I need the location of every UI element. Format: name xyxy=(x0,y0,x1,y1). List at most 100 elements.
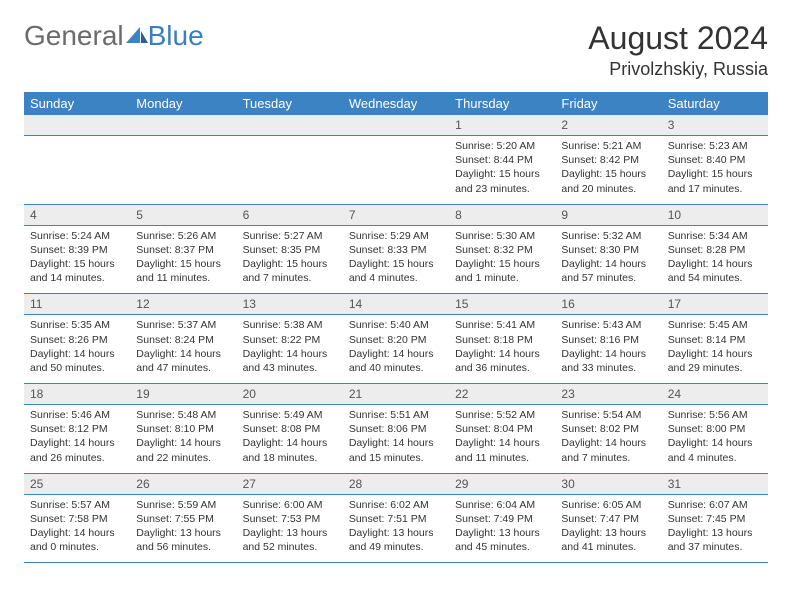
daylight-line: Daylight: 15 hours and 20 minutes. xyxy=(561,167,655,195)
sunrise-line: Sunrise: 5:38 AM xyxy=(243,318,337,332)
day-info-row: Sunrise: 5:24 AMSunset: 8:39 PMDaylight:… xyxy=(24,225,768,294)
sunrise-line: Sunrise: 5:48 AM xyxy=(136,408,230,422)
day-info-cell: Sunrise: 6:02 AMSunset: 7:51 PMDaylight:… xyxy=(343,494,449,563)
day-number-cell: 10 xyxy=(662,204,768,225)
day-info-cell: Sunrise: 5:48 AMSunset: 8:10 PMDaylight:… xyxy=(130,405,236,474)
sunset-line: Sunset: 8:40 PM xyxy=(668,153,762,167)
daylight-line: Daylight: 14 hours and 26 minutes. xyxy=(30,436,124,464)
day-number-cell: 8 xyxy=(449,204,555,225)
day-number-cell: 24 xyxy=(662,384,768,405)
sunset-line: Sunset: 8:22 PM xyxy=(243,333,337,347)
day-number-cell xyxy=(130,115,236,136)
sunset-line: Sunset: 8:35 PM xyxy=(243,243,337,257)
sunrise-line: Sunrise: 5:37 AM xyxy=(136,318,230,332)
location: Privolzhskiy, Russia xyxy=(588,59,768,80)
daylight-line: Daylight: 13 hours and 56 minutes. xyxy=(136,526,230,554)
sunset-line: Sunset: 8:00 PM xyxy=(668,422,762,436)
weekday-header: Monday xyxy=(130,92,236,115)
sunrise-line: Sunrise: 5:40 AM xyxy=(349,318,443,332)
daylight-line: Daylight: 13 hours and 52 minutes. xyxy=(243,526,337,554)
daylight-line: Daylight: 14 hours and 0 minutes. xyxy=(30,526,124,554)
brand-logo: General Blue xyxy=(24,20,204,52)
sunrise-line: Sunrise: 6:00 AM xyxy=(243,498,337,512)
sail-icon xyxy=(126,20,148,52)
day-info-cell: Sunrise: 5:26 AMSunset: 8:37 PMDaylight:… xyxy=(130,225,236,294)
day-number-cell: 21 xyxy=(343,384,449,405)
daylight-line: Daylight: 13 hours and 49 minutes. xyxy=(349,526,443,554)
weekday-header: Thursday xyxy=(449,92,555,115)
sunset-line: Sunset: 8:42 PM xyxy=(561,153,655,167)
day-info-row: Sunrise: 5:35 AMSunset: 8:26 PMDaylight:… xyxy=(24,315,768,384)
sunset-line: Sunset: 8:02 PM xyxy=(561,422,655,436)
sunset-line: Sunset: 7:58 PM xyxy=(30,512,124,526)
sunrise-line: Sunrise: 6:07 AM xyxy=(668,498,762,512)
day-info-cell: Sunrise: 5:23 AMSunset: 8:40 PMDaylight:… xyxy=(662,136,768,205)
day-number-row: 25262728293031 xyxy=(24,473,768,494)
day-number-cell: 3 xyxy=(662,115,768,136)
sunrise-line: Sunrise: 5:59 AM xyxy=(136,498,230,512)
sunrise-line: Sunrise: 5:52 AM xyxy=(455,408,549,422)
day-info-cell xyxy=(24,136,130,205)
sunrise-line: Sunrise: 5:56 AM xyxy=(668,408,762,422)
daylight-line: Daylight: 14 hours and 50 minutes. xyxy=(30,347,124,375)
day-number-cell: 30 xyxy=(555,473,661,494)
day-info-cell: Sunrise: 5:45 AMSunset: 8:14 PMDaylight:… xyxy=(662,315,768,384)
day-number-cell xyxy=(237,115,343,136)
day-number-cell: 20 xyxy=(237,384,343,405)
day-info-cell: Sunrise: 6:04 AMSunset: 7:49 PMDaylight:… xyxy=(449,494,555,563)
daylight-line: Daylight: 15 hours and 4 minutes. xyxy=(349,257,443,285)
sunset-line: Sunset: 8:14 PM xyxy=(668,333,762,347)
day-info-cell: Sunrise: 5:29 AMSunset: 8:33 PMDaylight:… xyxy=(343,225,449,294)
daylight-line: Daylight: 14 hours and 18 minutes. xyxy=(243,436,337,464)
sunset-line: Sunset: 8:16 PM xyxy=(561,333,655,347)
daylight-line: Daylight: 14 hours and 4 minutes. xyxy=(668,436,762,464)
sunrise-line: Sunrise: 6:05 AM xyxy=(561,498,655,512)
sunrise-line: Sunrise: 5:51 AM xyxy=(349,408,443,422)
day-number-row: 123 xyxy=(24,115,768,136)
day-number-cell xyxy=(24,115,130,136)
sunset-line: Sunset: 8:28 PM xyxy=(668,243,762,257)
day-info-cell xyxy=(130,136,236,205)
day-number-cell: 6 xyxy=(237,204,343,225)
weekday-header: Sunday xyxy=(24,92,130,115)
daylight-line: Daylight: 14 hours and 29 minutes. xyxy=(668,347,762,375)
day-number-cell: 15 xyxy=(449,294,555,315)
sunset-line: Sunset: 7:55 PM xyxy=(136,512,230,526)
day-info-cell: Sunrise: 5:35 AMSunset: 8:26 PMDaylight:… xyxy=(24,315,130,384)
sunset-line: Sunset: 8:32 PM xyxy=(455,243,549,257)
sunrise-line: Sunrise: 5:20 AM xyxy=(455,139,549,153)
day-info-cell: Sunrise: 5:56 AMSunset: 8:00 PMDaylight:… xyxy=(662,405,768,474)
daylight-line: Daylight: 14 hours and 11 minutes. xyxy=(455,436,549,464)
daylight-line: Daylight: 14 hours and 22 minutes. xyxy=(136,436,230,464)
sunset-line: Sunset: 8:12 PM xyxy=(30,422,124,436)
weekday-header: Friday xyxy=(555,92,661,115)
sunset-line: Sunset: 8:37 PM xyxy=(136,243,230,257)
day-info-cell: Sunrise: 5:27 AMSunset: 8:35 PMDaylight:… xyxy=(237,225,343,294)
day-info-cell: Sunrise: 5:46 AMSunset: 8:12 PMDaylight:… xyxy=(24,405,130,474)
day-number-cell: 5 xyxy=(130,204,236,225)
sunset-line: Sunset: 7:47 PM xyxy=(561,512,655,526)
sunrise-line: Sunrise: 5:30 AM xyxy=(455,229,549,243)
day-number-cell: 1 xyxy=(449,115,555,136)
day-number-cell: 29 xyxy=(449,473,555,494)
sunset-line: Sunset: 8:30 PM xyxy=(561,243,655,257)
sunrise-line: Sunrise: 5:35 AM xyxy=(30,318,124,332)
day-number-cell: 19 xyxy=(130,384,236,405)
daylight-line: Daylight: 14 hours and 43 minutes. xyxy=(243,347,337,375)
day-number-cell: 27 xyxy=(237,473,343,494)
sunrise-line: Sunrise: 5:32 AM xyxy=(561,229,655,243)
sunset-line: Sunset: 8:18 PM xyxy=(455,333,549,347)
sunrise-line: Sunrise: 6:02 AM xyxy=(349,498,443,512)
day-number-cell: 4 xyxy=(24,204,130,225)
day-number-cell xyxy=(343,115,449,136)
weekday-header: Tuesday xyxy=(237,92,343,115)
sunrise-line: Sunrise: 5:43 AM xyxy=(561,318,655,332)
daylight-line: Daylight: 14 hours and 33 minutes. xyxy=(561,347,655,375)
day-number-cell: 18 xyxy=(24,384,130,405)
day-info-cell: Sunrise: 5:32 AMSunset: 8:30 PMDaylight:… xyxy=(555,225,661,294)
day-number-cell: 17 xyxy=(662,294,768,315)
daylight-line: Daylight: 14 hours and 47 minutes. xyxy=(136,347,230,375)
sunset-line: Sunset: 8:39 PM xyxy=(30,243,124,257)
day-info-cell: Sunrise: 5:41 AMSunset: 8:18 PMDaylight:… xyxy=(449,315,555,384)
daylight-line: Daylight: 15 hours and 7 minutes. xyxy=(243,257,337,285)
